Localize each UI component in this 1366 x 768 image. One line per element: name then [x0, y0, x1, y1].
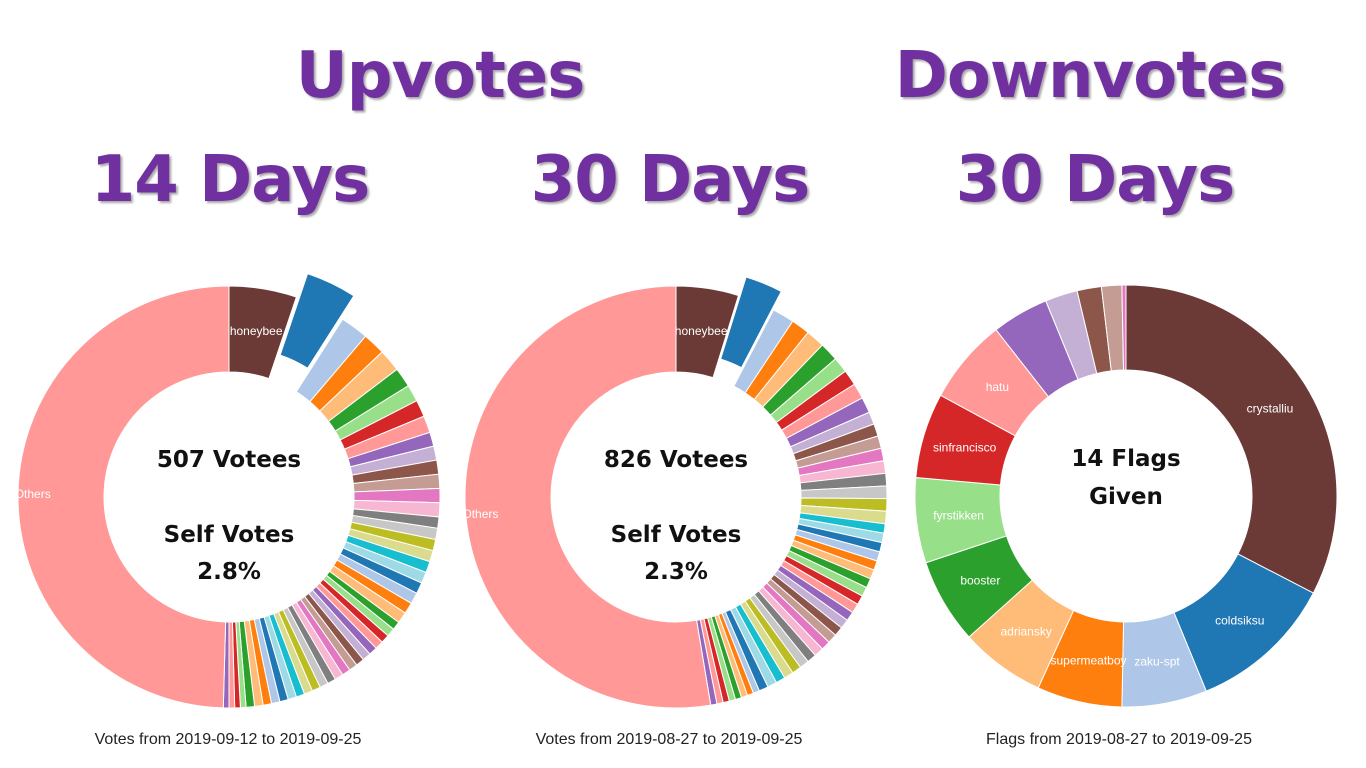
center-text-line-2: Given — [1089, 484, 1163, 510]
slice — [720, 276, 782, 369]
slice-label-honeybee: honeybee — [675, 324, 728, 338]
donut-chart-upvotes-30-days: honeybee 776 Others 826 Votees Self Votes 2.… — [439, 276, 888, 709]
center-text-line-4: 2.3% — [644, 559, 708, 585]
slice-label-adriansky: adriansky — [1000, 625, 1051, 639]
slice-label-457-others: 457 Others — [0, 487, 51, 501]
slice-776-others — [464, 285, 712, 709]
slice-label-fyrstikken: fyrstikken — [933, 509, 984, 523]
slice-label-coldsiksu: coldsiksu — [1215, 613, 1264, 627]
heading-downvotes: Downvotes — [894, 39, 1287, 113]
center-text-line-3: Self Votes — [164, 522, 295, 548]
slice-label-supermeatboy: supermeatboy — [1050, 653, 1126, 667]
center-text-line-1: 507 Votees — [157, 447, 301, 473]
center-text-line-4: 2.8% — [197, 559, 261, 585]
slice — [1121, 284, 1127, 371]
slice-crystalliu — [1125, 284, 1338, 594]
caption-downvotes-30-days: Flags from 2019-08-27 to 2019-09-25 — [986, 731, 1252, 748]
center-text-line-3: Self Votes — [611, 522, 742, 548]
heading-30-days-downvotes: 30 Days — [955, 143, 1236, 217]
heading-upvotes: Upvotes — [295, 39, 586, 113]
slice-457-others — [17, 285, 230, 709]
slice-honeybee — [228, 285, 298, 380]
slice-honeybee — [675, 285, 740, 379]
donut-chart-downvotes-30-days: crystalliu coldsiksu zaku-spt supermeatboy a… — [914, 284, 1338, 708]
slice-label-zaku-spt: zaku-spt — [1134, 655, 1180, 669]
heading-30-days-upvotes: 30 Days — [530, 143, 811, 217]
slice-label-hatu: hatu — [986, 380, 1009, 394]
slice-label-crystalliu: crystalliu — [1247, 401, 1294, 415]
slice-label-booster: booster — [960, 574, 1000, 588]
center-text-line-1: 826 Votees — [604, 447, 748, 473]
donut-chart-upvotes-14-days: honeybee 457 Others 507 Votees Self Votes 2.… — [0, 272, 441, 709]
slice-label-honeybee: honeybee — [230, 324, 283, 338]
caption-upvotes-30-days: Votes from 2019-08-27 to 2019-09-25 — [535, 731, 803, 748]
slice-label-sinfrancisco: sinfrancisco — [933, 440, 997, 454]
center-text-line-1: 14 Flags — [1071, 446, 1180, 472]
slice-label-776-others: 776 Others — [439, 507, 498, 521]
heading-14-days: 14 Days — [90, 143, 371, 217]
caption-upvotes-14-days: Votes from 2019-09-12 to 2019-09-25 — [94, 731, 362, 748]
slice — [279, 272, 355, 369]
